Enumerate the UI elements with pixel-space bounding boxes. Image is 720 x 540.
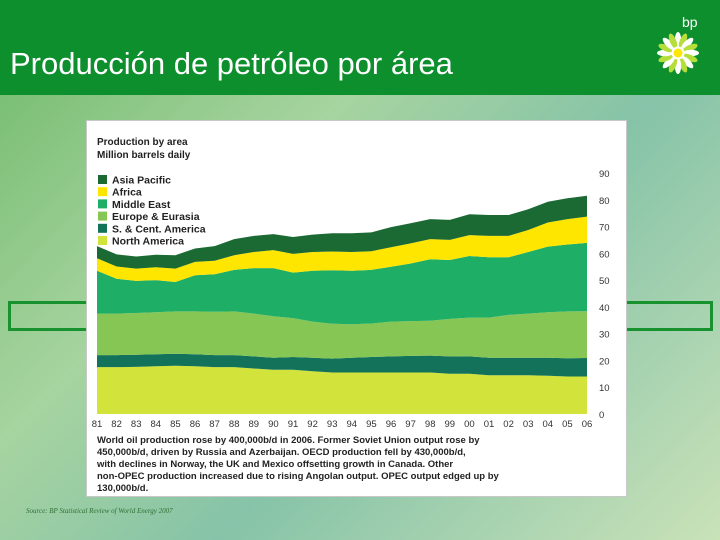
x-tick-label: 06: [582, 419, 593, 430]
area-s-cent-america: [97, 353, 587, 377]
decorative-bar-left: [8, 301, 90, 331]
x-tick-label: 98: [425, 419, 436, 430]
x-tick-label: 86: [190, 419, 201, 430]
x-tick-label: 05: [562, 419, 573, 430]
x-tick-label: 04: [543, 419, 554, 430]
title-bar: Producción de petróleo por área bp: [0, 0, 720, 95]
x-tick-label: 84: [151, 419, 162, 430]
y-tick-label: 70: [599, 223, 610, 234]
legend-label-middle-east: Middle East: [112, 199, 171, 211]
x-tick-label: 89: [249, 419, 260, 430]
y-tick-label: 80: [599, 196, 610, 207]
chart-title: Production by area: [97, 137, 188, 148]
legend-label-asia-pacific: Asia Pacific: [112, 175, 171, 187]
legend-swatch-asia-pacific: [98, 175, 107, 184]
y-tick-label: 60: [599, 249, 610, 260]
x-tick-label: 93: [327, 419, 338, 430]
y-tick-label: 50: [599, 276, 610, 287]
production-area-chart: Production by area Million barrels daily…: [92, 137, 610, 494]
x-tick-label: 82: [111, 419, 122, 430]
area-asia-pacific: [97, 195, 587, 269]
x-tick-label: 03: [523, 419, 534, 430]
area-north-america: [97, 365, 587, 414]
bp-helios-logo-icon: [657, 32, 699, 74]
y-tick-label: 40: [599, 303, 610, 314]
chart-caption: World oil production rose by 400,000b/d …: [96, 435, 501, 494]
x-tick-label: 99: [445, 419, 456, 430]
legend-label-europe-eurasia: Europe & Eurasia: [112, 211, 200, 223]
legend-label-s-cent-america: S. & Cent. America: [112, 223, 206, 235]
chart-card: Production by area Million barrels daily…: [86, 120, 627, 497]
area-middle-east: [97, 242, 587, 325]
x-tick-label: 02: [503, 419, 514, 430]
y-tick-label: 10: [599, 383, 610, 394]
y-tick-label: 20: [599, 356, 610, 367]
bp-logo-text: bp: [682, 14, 698, 30]
slide-title: Producción de petróleo por área: [10, 46, 453, 81]
x-tick-label: 95: [366, 419, 377, 430]
legend-swatch-north-america: [98, 236, 107, 245]
y-tick-label: 90: [599, 169, 610, 180]
x-tick-label: 87: [209, 419, 220, 430]
area-europe-eurasia: [97, 311, 587, 359]
x-tick-label: 92: [307, 419, 318, 430]
legend-swatch-middle-east: [98, 199, 107, 209]
legend-label-north-america: North America: [112, 236, 184, 248]
source-note: Source: BP Statistical Review of World E…: [26, 507, 173, 515]
legend-swatch-africa: [98, 187, 107, 197]
area-africa: [97, 216, 587, 282]
legend-label-africa: Africa: [112, 187, 142, 199]
legend-swatch-s-cent-america: [98, 223, 107, 233]
x-tick-label: 94: [347, 419, 358, 430]
x-tick-label: 91: [288, 419, 299, 430]
x-tick-label: 83: [131, 419, 142, 430]
x-tick-label: 01: [484, 419, 495, 430]
y-tick-label: 0: [599, 410, 604, 421]
x-tick-label: 88: [229, 419, 240, 430]
decorative-bar-right: [623, 301, 713, 331]
x-tick-label: 96: [386, 419, 397, 430]
x-tick-label: 90: [268, 419, 279, 430]
y-tick-label: 30: [599, 330, 610, 341]
chart-subtitle: Million barrels daily: [97, 150, 191, 161]
x-tick-label: 81: [92, 419, 103, 430]
x-tick-label: 00: [464, 419, 475, 430]
x-tick-label: 97: [405, 419, 416, 430]
x-tick-label: 85: [170, 419, 181, 430]
legend-swatch-europe-eurasia: [98, 211, 107, 221]
